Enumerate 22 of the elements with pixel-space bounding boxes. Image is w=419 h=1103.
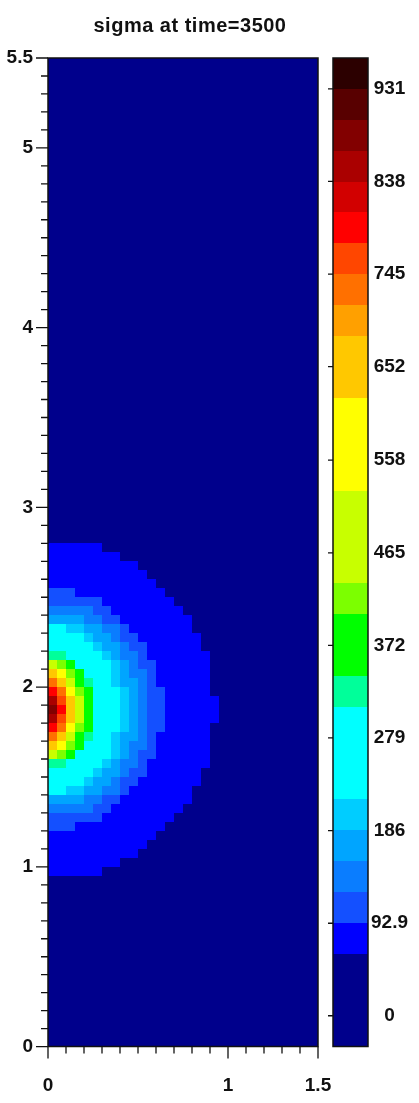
color-bar-label: 279 — [373, 726, 406, 748]
x-tick-label: 0 — [42, 1074, 54, 1096]
y-tick-label: 5.5 — [6, 46, 34, 68]
color-bar-label: 0 — [384, 1003, 395, 1025]
color-bar-label: 92.9 — [371, 911, 408, 933]
y-tick-label: 0 — [22, 1034, 33, 1056]
chart-title: sigma at time=3500 — [93, 14, 287, 36]
color-bar-label: 372 — [373, 633, 406, 655]
y-tick-label: 4 — [22, 315, 34, 337]
color-bar-label: 745 — [373, 262, 406, 284]
y-tick-label: 1 — [22, 855, 34, 877]
x-tick-label: 1 — [222, 1074, 234, 1096]
color-bar-label: 838 — [373, 169, 406, 191]
x-tick-label: 1.5 — [304, 1074, 332, 1096]
color-bar-label: 465 — [373, 541, 406, 563]
color-bar-label: 558 — [373, 448, 406, 470]
y-tick-label: 5 — [22, 136, 34, 158]
color-bar-label: 931 — [373, 77, 406, 99]
color-bar-label: 652 — [373, 354, 406, 376]
y-tick-label: 2 — [22, 675, 33, 697]
y-tick-label: 3 — [22, 495, 33, 517]
color-bar-label: 186 — [373, 818, 406, 840]
